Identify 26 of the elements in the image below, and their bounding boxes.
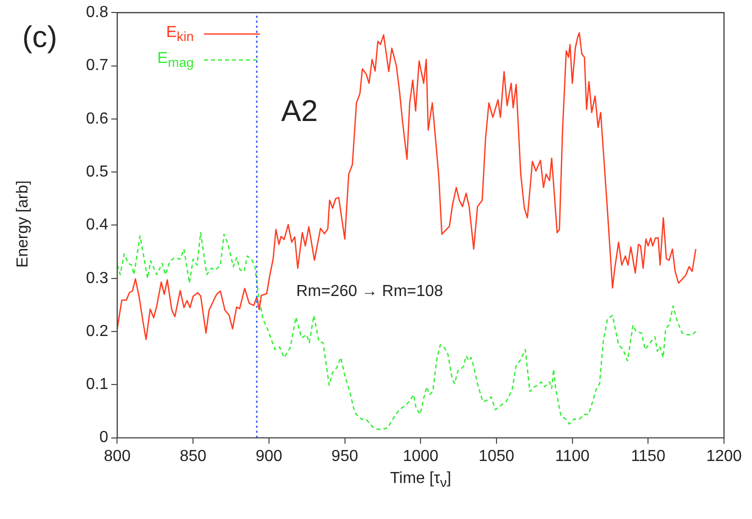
y-tick-label: 0.5 [86, 163, 108, 180]
line-series [117, 232, 696, 430]
y-tick-label: 0.6 [86, 110, 108, 128]
legend-label: E$_{mag}$ [157, 50, 194, 70]
y-tick-label: 0.3 [86, 270, 108, 287]
x-tick-label: 1050 [478, 448, 514, 465]
x-tick-label: 900 [256, 448, 282, 465]
y-tick-label: 0 [99, 429, 108, 446]
x-tick-label: 950 [331, 448, 358, 465]
x-axis-title: Time [τ$_{ν}$] [388, 470, 452, 490]
y-tick-label: 0.1 [86, 376, 108, 394]
annotation: Rm=260 → Rm=108 [296, 282, 443, 301]
x-tick-label: 800 [104, 448, 131, 465]
x-tick-label: 850 [180, 448, 207, 465]
y-tick-label: 0.7 [86, 57, 108, 74]
y-tick-label: 0.4 [86, 216, 108, 234]
text: (c) [22, 20, 58, 55]
y-axis-title: Energy [arb] [15, 180, 32, 268]
y-tick-label: 0.2 [86, 322, 108, 340]
x-tick-label: 1200 [706, 448, 742, 465]
x-tick-label: 1000 [402, 448, 439, 465]
x-tick-label: 1100 [555, 448, 590, 465]
annotation: A2 [281, 94, 318, 129]
y-tick-label: 0.8 [86, 4, 108, 22]
x-tick-label: 1150 [630, 448, 666, 465]
legend-label: E$_{kin}$ [166, 24, 194, 44]
